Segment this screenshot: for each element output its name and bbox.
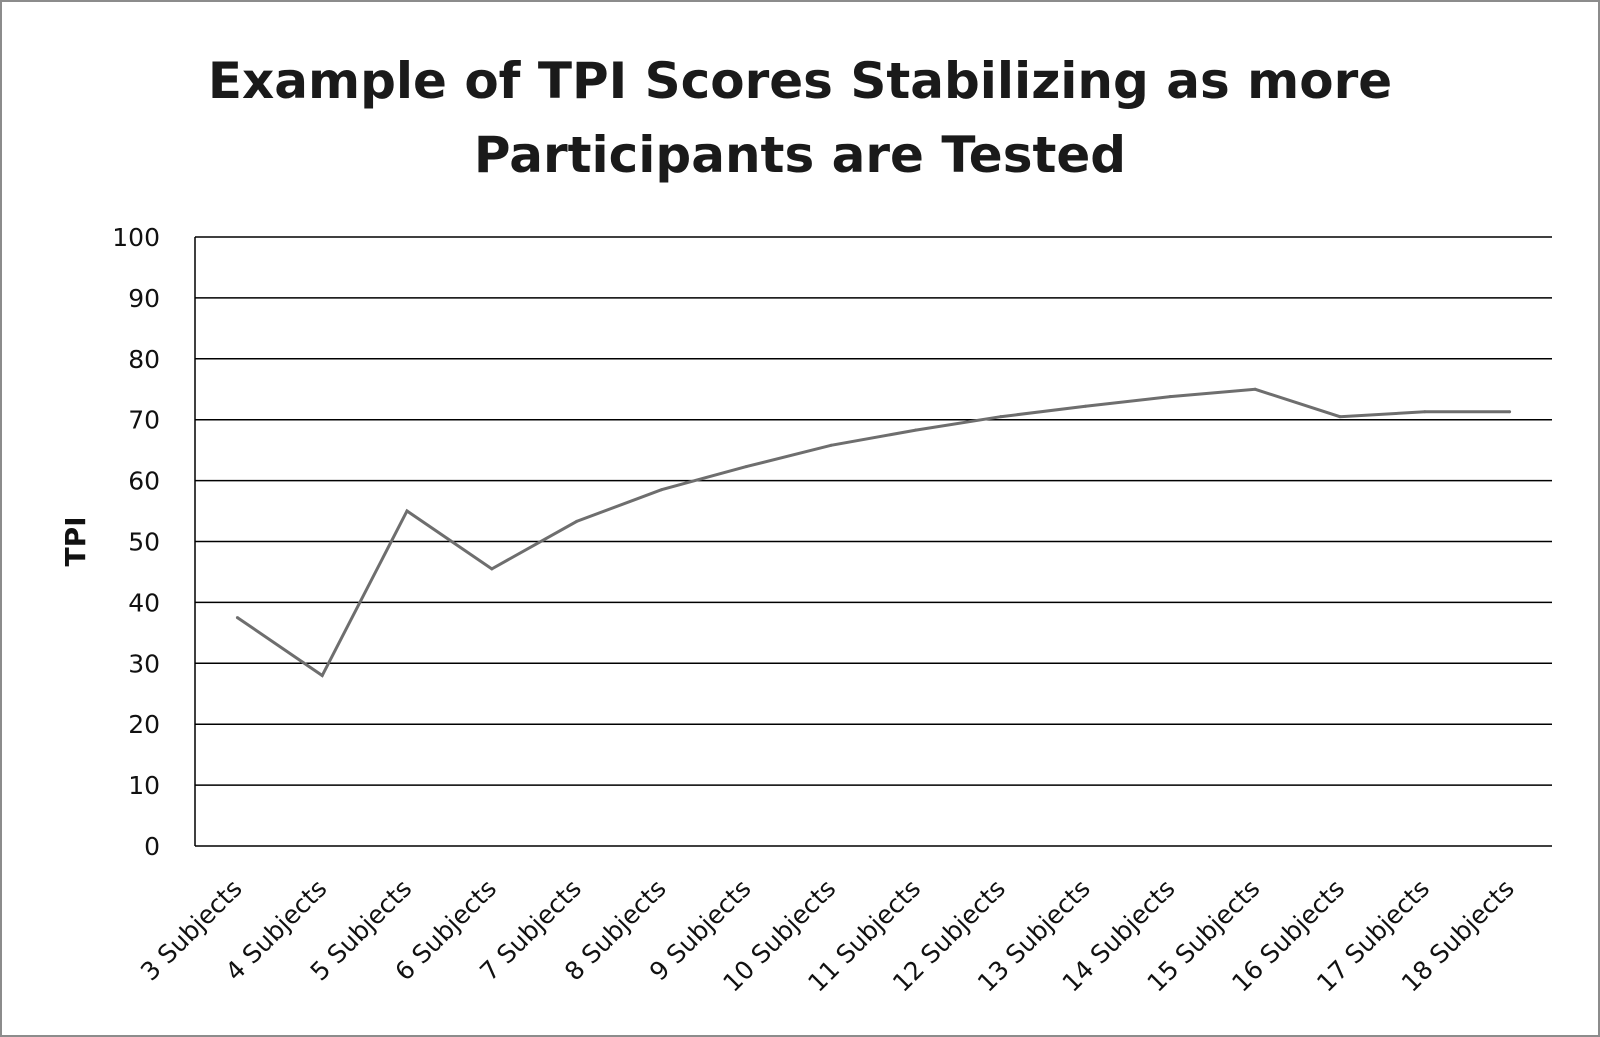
y-tick-label: 20 [128, 710, 160, 739]
y-tick-label: 30 [128, 649, 160, 678]
y-tick-labels: 0 10 20 30 40 50 60 70 80 90 100 [112, 223, 160, 861]
data-point [744, 465, 748, 469]
data-point [1084, 404, 1088, 408]
data-point [575, 519, 579, 523]
data-point [659, 488, 663, 492]
y-tick-label: 70 [128, 406, 160, 435]
data-point [405, 509, 409, 513]
y-tick-label: 60 [128, 467, 160, 496]
data-point [1338, 415, 1342, 419]
series-points [235, 387, 1512, 677]
data-point [320, 673, 324, 677]
series-line [236, 387, 1510, 678]
gridlines [195, 236, 1552, 847]
data-point [235, 616, 239, 620]
y-tick-label: 0 [144, 832, 160, 861]
y-tick-label: 10 [128, 771, 160, 800]
data-point [490, 567, 494, 571]
y-tick-label: 80 [128, 345, 160, 374]
data-point [829, 443, 833, 447]
y-tick-label: 50 [128, 528, 160, 557]
y-tick-label: 40 [128, 588, 160, 617]
data-point [999, 415, 1003, 419]
data-point [914, 428, 918, 432]
data-point [1423, 410, 1427, 414]
chart-title-line-1: Example of TPI Scores Stabilizing as mor… [207, 52, 1393, 110]
data-point [1508, 410, 1512, 414]
chart-title: Example of TPI Scores Stabilizing as mor… [100, 44, 1500, 192]
data-point [1253, 387, 1257, 391]
chart-title-line-2: Participants are Tested [473, 126, 1127, 184]
y-tick-label: 90 [128, 284, 160, 313]
y-tick-label: 100 [112, 223, 160, 252]
data-point [1168, 395, 1172, 399]
y-axis-label: TPI [59, 516, 92, 566]
